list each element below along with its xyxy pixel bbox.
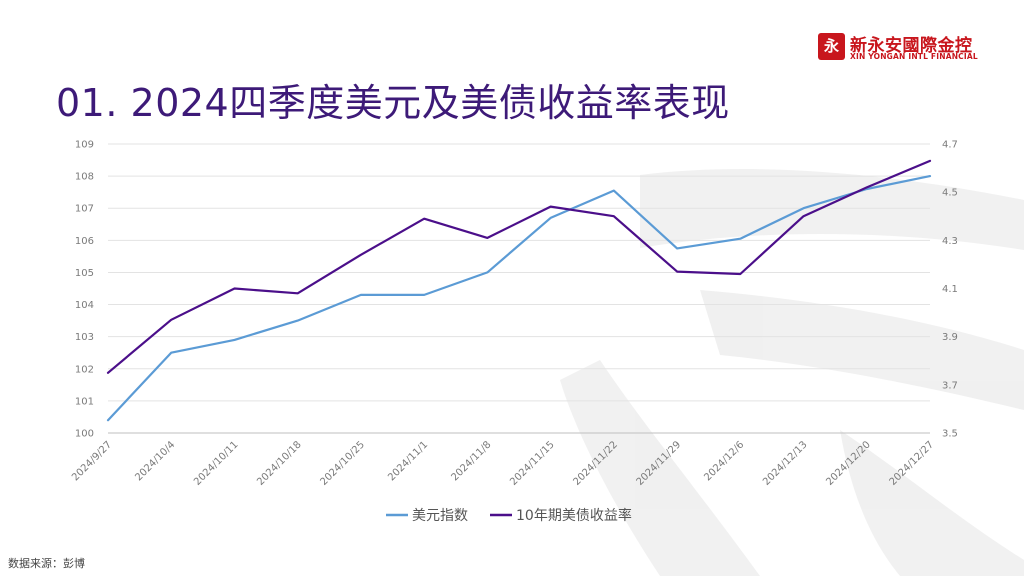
y-left-tick-label: 103 [75, 332, 94, 343]
x-tick-label: 2024/10/25 [319, 439, 368, 488]
y-right-tick-label: 3.9 [942, 332, 958, 343]
x-tick-label: 2024/12/6 [702, 439, 746, 483]
y-left-tick-label: 109 [75, 140, 94, 151]
source-note: 数据来源：彭博 [8, 557, 85, 570]
brand-name-en: XIN YONGAN INTL FINANCIAL [850, 52, 978, 61]
x-tick-label: 2024/11/29 [635, 439, 684, 488]
legend-label: 10年期美债收益率 [516, 507, 632, 524]
page-title: 01. 2024四季度美元及美债收益率表现 [56, 81, 730, 125]
y-left-tick-label: 102 [75, 364, 94, 375]
x-tick-label: 2024/11/1 [386, 439, 430, 483]
y-right-tick-label: 4.1 [942, 284, 958, 295]
x-tick-label: 2024/10/18 [255, 439, 304, 488]
x-tick-label: 2024/9/27 [70, 439, 114, 483]
x-tick-label: 2024/11/8 [449, 439, 493, 483]
y-right-tick-label: 3.5 [942, 429, 958, 440]
y-left-tick-label: 106 [75, 236, 94, 247]
legend-label: 美元指数 [412, 508, 468, 524]
y-left-tick-label: 107 [75, 204, 94, 215]
x-tick-label: 2024/12/20 [824, 439, 873, 488]
y-right-tick-label: 4.3 [942, 236, 958, 247]
y-left-tick-label: 101 [75, 396, 94, 407]
x-tick-label: 2024/11/15 [508, 439, 557, 488]
series-line-us10y-yield [106, 159, 932, 374]
x-tick-label: 2024/12/13 [761, 439, 810, 488]
x-tick-label: 2024/10/11 [192, 439, 241, 488]
x-tick-label: 2024/12/27 [888, 439, 937, 488]
y-left-tick-label: 100 [75, 429, 94, 440]
brand-name-cn: 新永安國際金控 [850, 36, 973, 56]
y-right-tick-label: 4.5 [942, 188, 958, 199]
y-right-tick-label: 3.7 [942, 380, 958, 391]
y-right-tick-label: 4.7 [942, 140, 958, 151]
y-left-tick-label: 108 [75, 172, 94, 183]
series-line-usd-index [106, 175, 932, 422]
brand-logo: 永 新永安國際金控 XIN YONGAN INTL FINANCIAL [818, 33, 1008, 63]
logo-mark-icon: 永 [818, 33, 845, 60]
y-left-tick-label: 104 [75, 300, 94, 311]
x-tick-label: 2024/11/22 [571, 439, 620, 488]
y-left-tick-label: 105 [75, 268, 94, 279]
x-tick-label: 2024/10/4 [133, 439, 177, 483]
